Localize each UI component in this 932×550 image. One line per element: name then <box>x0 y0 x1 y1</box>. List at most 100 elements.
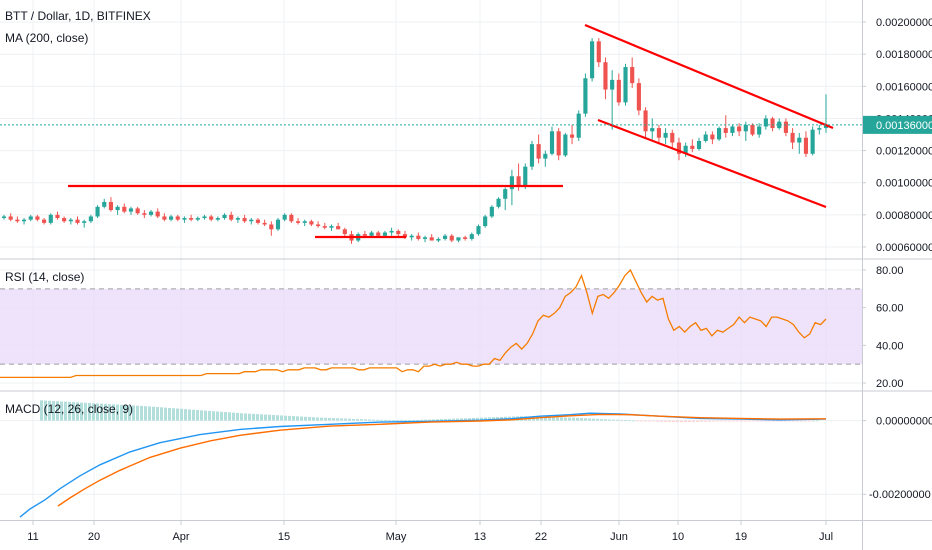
macd-hist-bar <box>120 404 123 421</box>
candle-up <box>148 211 154 215</box>
macd-hist-bar <box>708 420 711 422</box>
x-tick-label: 22 <box>535 531 547 543</box>
macd-hist-bar <box>436 419 439 421</box>
trendlines <box>68 23 834 239</box>
macd-hist-bar <box>452 418 455 421</box>
macd-hist-bar <box>360 419 363 421</box>
macd-line <box>19 412 827 518</box>
candle-up <box>369 232 374 236</box>
rsi-indicator-label: RSI (14, close) <box>5 270 85 284</box>
candle-up <box>543 153 548 159</box>
macd-hist-bar <box>336 418 339 421</box>
macd-lines <box>19 412 827 518</box>
candle-up <box>169 216 174 220</box>
macd-hist-bar <box>180 408 183 421</box>
macd-hist-bar <box>364 419 367 421</box>
macd-hist-bar <box>440 419 443 421</box>
candle-down <box>556 131 561 156</box>
macd-hist-bar <box>728 420 731 422</box>
candle-up <box>496 198 501 207</box>
candle-up <box>115 206 120 211</box>
candle-down <box>643 110 648 132</box>
rsi-series-line <box>0 268 827 379</box>
macd-hist-bar <box>556 417 559 421</box>
macd-hist-bar <box>156 407 159 421</box>
macd-hist-bar <box>56 401 59 421</box>
macd-hist-bar <box>448 418 451 421</box>
macd-hist-bar <box>552 417 555 421</box>
candle-down <box>242 218 247 222</box>
macd-hist-bar <box>328 417 331 421</box>
macd-hist-bar <box>780 420 783 422</box>
macd-hist-bar <box>756 420 759 422</box>
macd-hist-bar <box>696 420 699 422</box>
x-tick-label: Jul <box>819 531 833 543</box>
candle-up <box>476 226 481 235</box>
candle-up <box>88 216 93 222</box>
candle-down <box>209 216 214 220</box>
x-axis[interactable]: 11 20 Apr 15 May 13 22 Jun 10 19 Jul <box>27 521 833 543</box>
macd-hist-bar <box>428 419 431 421</box>
candle-down <box>737 126 742 132</box>
macd-hist-bar <box>276 415 279 421</box>
macd-hist-bar <box>284 415 287 421</box>
macd-hist-bar <box>664 420 667 422</box>
macd-hist-bar <box>208 410 211 421</box>
macd-hist-bar <box>392 420 395 421</box>
rsi-band <box>0 288 862 365</box>
y-tick-label: 0.00200000 <box>876 17 932 29</box>
macd-hist-bar <box>540 416 543 421</box>
macd-hist-bar <box>612 419 615 421</box>
macd-hist-bar <box>804 420 807 422</box>
macd-hist-bar <box>812 420 815 422</box>
chart-title: BTT / Dollar, 1D, BITFINEX <box>5 9 151 23</box>
y-tick-label: -0.00200000 <box>869 489 931 501</box>
macd-hist-bar <box>200 410 203 421</box>
candle-up <box>529 144 535 167</box>
candle-up <box>275 219 281 230</box>
macd-hist-bar <box>112 404 115 421</box>
candle-up <box>422 237 428 239</box>
y-tick-label: 0.00120000 <box>876 146 932 158</box>
candle-down <box>516 176 521 186</box>
macd-hist-bar <box>144 406 147 421</box>
macd-hist-bar <box>764 420 767 422</box>
grid <box>0 0 862 520</box>
candle-down <box>55 214 60 219</box>
candle-down <box>723 128 728 133</box>
macd-hist-bar <box>264 414 267 421</box>
macd-hist-bar <box>476 417 479 421</box>
macd-hist-bar <box>108 404 111 421</box>
candle-up <box>195 218 200 220</box>
macd-hist-bar <box>376 419 379 421</box>
candle-down <box>770 118 775 129</box>
candle-down <box>322 226 327 228</box>
rsi-line <box>0 268 827 379</box>
macd-hist-bar <box>400 420 403 422</box>
macd-hist-bar <box>588 418 591 421</box>
macd-hist-bar <box>424 419 427 421</box>
candle-up <box>282 214 287 220</box>
candle-up <box>249 219 254 222</box>
y-axis[interactable]: 0.002000000.001800000.001600000.00140000… <box>862 17 932 501</box>
macd-hist-bar <box>484 417 487 421</box>
macd-hist-bar <box>300 416 303 421</box>
y-tick-label: 80.00 <box>876 265 904 277</box>
macd-hist-bar <box>380 419 383 421</box>
macd-hist-bar <box>624 420 627 421</box>
y-tick-label: 20.00 <box>876 378 904 390</box>
macd-hist-bar <box>712 420 715 422</box>
macd-hist-bar <box>676 420 679 423</box>
macd-hist-bar <box>808 420 811 422</box>
macd-hist-bar <box>44 400 47 421</box>
macd-hist-bar <box>740 420 743 422</box>
candle-down <box>135 208 140 214</box>
ma-indicator-label: MA (200, close) <box>5 31 89 45</box>
macd-hist-bar <box>564 417 567 421</box>
candle-up <box>456 237 461 241</box>
candle-up <box>703 134 708 141</box>
candle-up <box>563 134 568 156</box>
candle-up <box>489 206 494 217</box>
macd-hist-bar <box>680 420 683 423</box>
macd-hist-bar <box>432 419 435 421</box>
